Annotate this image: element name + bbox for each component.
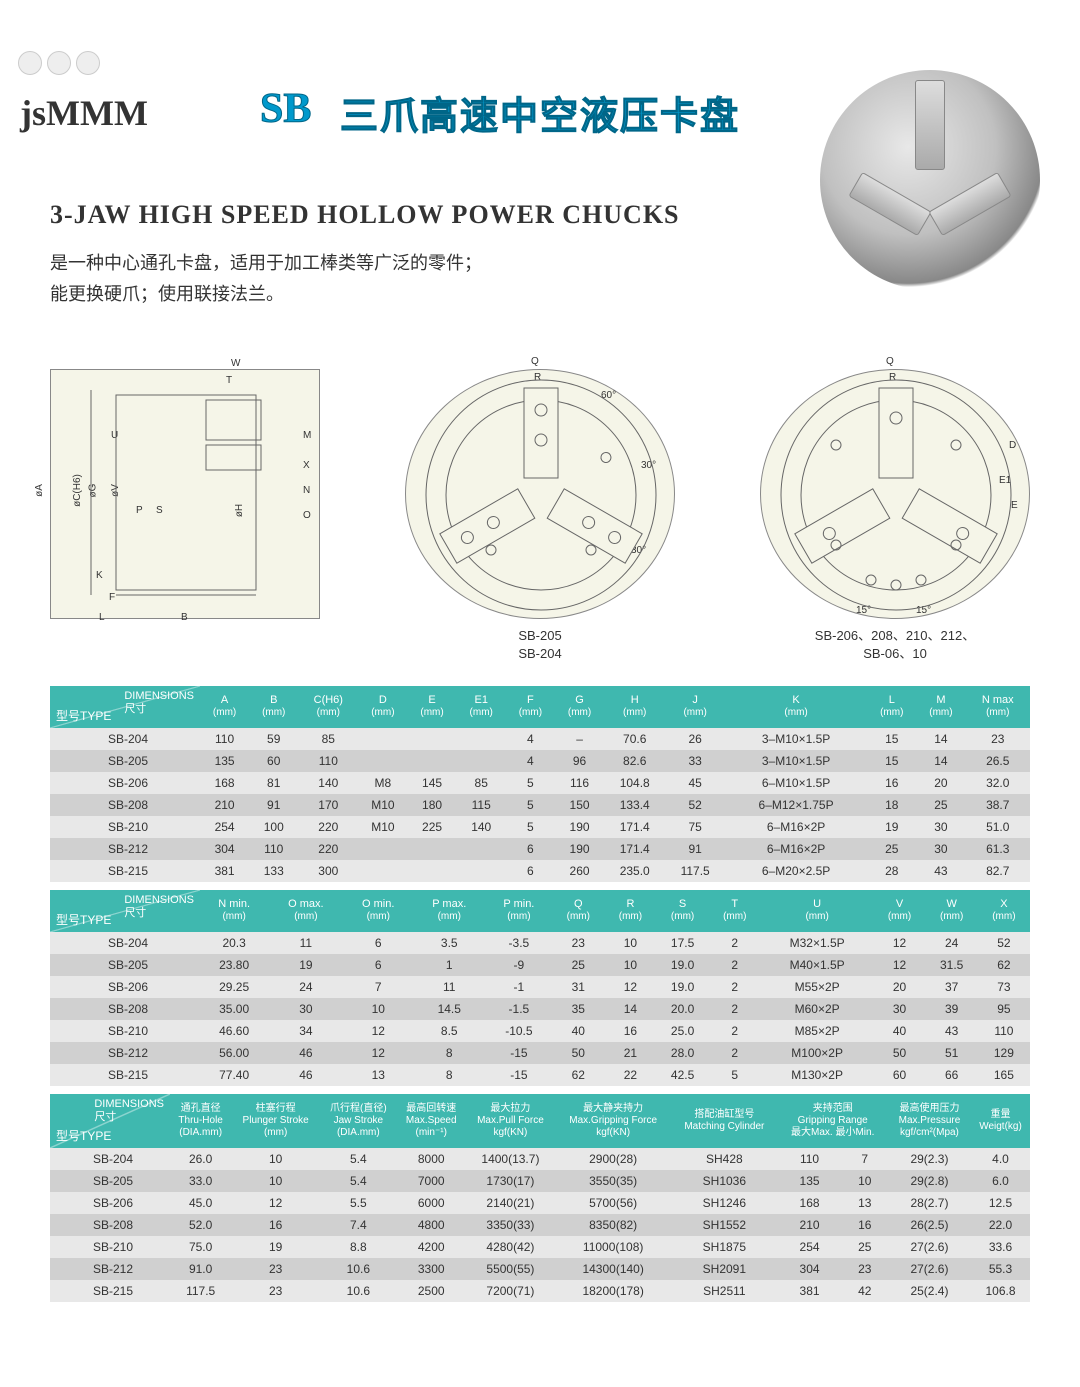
table-row: SB-20411059854–70.6263–M10×1.5P151423 <box>50 728 1030 750</box>
table-row: SB-21577.4046138-15622242.55M130×2P60661… <box>50 1064 1030 1086</box>
diagram-3-caption: SB-206、208、210、212、 SB-06、10 <box>760 627 1030 663</box>
dimensions-table-1: DIMENSIONS尺寸型号TYPEA(mm)B(mm)C(H6)(mm)D(m… <box>50 686 1030 882</box>
table-row: SB-20835.00301014.5-1.5351420.02M60×2P30… <box>50 998 1030 1020</box>
table-row: SB-20629.2524711-1311219.02M55×2P203773 <box>50 976 1030 998</box>
diagram-1: øA øC(H6) øG øV W T M X N O U P S øH K F… <box>50 369 320 619</box>
logo: jsMMM <box>20 50 148 134</box>
page: jsMMM SB 三爪高速中空液压卡盘 3-JAW HIGH SPEED HOL… <box>0 0 1080 1342</box>
table-row: SB-20426.0105.480001400(13.7)2900(28)SH4… <box>50 1148 1030 1170</box>
table-row: SB-215117.52310.625007200(71)18200(178)S… <box>50 1280 1030 1302</box>
table-row: SB-21046.6034128.5-10.5401625.02M85×2P40… <box>50 1020 1030 1042</box>
table-row: SB-21075.0198.842004280(42)11000(108)SH1… <box>50 1236 1030 1258</box>
desc-line-2: 能更换硬爪；使用联接法兰。 <box>50 284 284 304</box>
title-prefix: SB <box>260 85 311 133</box>
table-row: SB-2153811333006260235.0117.56–M20×2.5P2… <box>50 860 1030 882</box>
diagram-2: Q R 60° 30° 30° SB <box>405 369 675 663</box>
table-row: SB-20523.801961-9251019.02M40×1.5P1231.5… <box>50 954 1030 976</box>
table-row: SB-20852.0167.448003350(33)8350(82)SH155… <box>50 1214 1030 1236</box>
desc-line-1: 是一种中心通孔卡盘，适用于加工棒类等广泛的零件； <box>50 253 482 273</box>
header: jsMMM SB 三爪高速中空液压卡盘 <box>50 30 1030 150</box>
table-row: SB-20821091170M101801155150133.4526–M12×… <box>50 794 1030 816</box>
table-row: SB-2123041102206190171.4916–M16×2P253061… <box>50 838 1030 860</box>
logo-icon <box>47 51 71 75</box>
table-row: SB-21291.02310.633005500(55)14300(140)SH… <box>50 1258 1030 1280</box>
table-row: SB-20616881140M8145855116104.8456–M10×1.… <box>50 772 1030 794</box>
diagram-3-box: Q R D E1 E 15° 15° <box>760 369 1030 619</box>
table-row: SB-2051356011049682.6333–M10×1.5P151426.… <box>50 750 1030 772</box>
title-cn: 三爪高速中空液压卡盘 <box>340 85 740 140</box>
table-row: SB-20645.0125.560002140(21)5700(56)SH124… <box>50 1192 1030 1214</box>
table-row: SB-21256.0046128-15502128.02M100×2P50511… <box>50 1042 1030 1064</box>
diagram-2-caption: SB-205 SB-204 <box>405 627 675 663</box>
table-row: SB-20533.0105.470001730(17)3550(35)SH103… <box>50 1170 1030 1192</box>
logo-text: jsMMM <box>20 93 148 133</box>
diagram-2-box: Q R 60° 30° 30° <box>405 369 675 619</box>
dimensions-table-2: DIMENSIONS尺寸型号TYPEN min.(mm)O max.(mm)O … <box>50 890 1030 1086</box>
logo-icons <box>20 50 98 92</box>
table-row: SB-210254100220M102251405190171.4756–M16… <box>50 816 1030 838</box>
product-photo <box>820 70 1040 290</box>
diagram-3: Q R D E1 E 15° 15° <box>760 369 1030 663</box>
logo-icon <box>18 51 42 75</box>
spec-table-3: DIMENSIONS尺寸型号TYPE通孔直径Thru-Hole(DIA.mm)柱… <box>50 1094 1030 1302</box>
diagrams-row: øA øC(H6) øG øV W T M X N O U P S øH K F… <box>50 369 1030 663</box>
logo-icon <box>76 51 100 75</box>
diagram-1-box: øA øC(H6) øG øV W T M X N O U P S øH K F… <box>50 369 320 619</box>
table-row: SB-20420.31163.5-3.5231017.52M32×1.5P122… <box>50 932 1030 954</box>
